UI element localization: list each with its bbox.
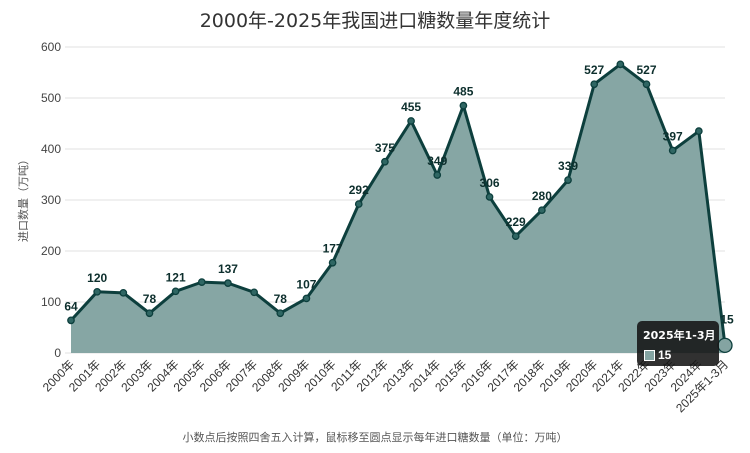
data-point: [119, 288, 128, 297]
data-point: [564, 176, 572, 184]
y-tick-label: 500: [41, 91, 61, 105]
data-label: 485: [453, 85, 473, 99]
data-point: [276, 309, 285, 318]
data-point: [642, 80, 651, 89]
data-label: 306: [480, 176, 500, 190]
data-point: [93, 287, 102, 296]
data-label: 455: [401, 100, 421, 114]
data-point: [694, 127, 703, 135]
y-tick-label: 100: [41, 295, 61, 309]
data-point: [616, 60, 625, 69]
data-label: 527: [584, 63, 604, 77]
tooltip: 2025年1-3月 15: [637, 321, 719, 366]
data-point: [67, 316, 75, 325]
tooltip-value: 15: [658, 348, 672, 362]
data-point: [354, 200, 363, 208]
data-label: 292: [349, 183, 369, 197]
data-point: [171, 287, 180, 296]
data-point: [538, 206, 546, 215]
data-point: [250, 288, 258, 297]
data-point: [145, 309, 154, 318]
data-point: [224, 279, 232, 287]
y-tick-label: 0: [54, 346, 61, 360]
tooltip-title: 2025年1-3月: [643, 329, 716, 342]
data-label: 349: [427, 154, 447, 168]
data-point: [407, 117, 415, 125]
data-label: 78: [274, 292, 288, 306]
data-point: [485, 193, 494, 201]
tooltip-swatch: [644, 350, 655, 361]
data-label: 527: [637, 63, 657, 77]
data-point: [717, 337, 733, 354]
data-label: 121: [166, 270, 186, 284]
data-label: 78: [143, 292, 157, 306]
y-tick-label: 200: [41, 244, 61, 258]
series-line: [69, 62, 727, 346]
data-point: [459, 101, 468, 110]
data-label: 120: [87, 271, 107, 285]
data-label: 15: [720, 312, 734, 326]
area-fill: [71, 64, 725, 353]
data-point: [197, 278, 206, 286]
data-label: 177: [323, 242, 343, 256]
data-point: [328, 258, 337, 267]
data-point: [590, 80, 599, 89]
data-point: [511, 232, 520, 241]
data-label: 375: [375, 141, 395, 155]
data-label: 229: [506, 215, 526, 229]
y-tick-label: 400: [41, 142, 61, 156]
data-label: 137: [218, 262, 238, 276]
chart-title: 2000年-2025年我国进口糖数量年度统计: [199, 10, 551, 32]
chart-footnote: 小数点后按照四舍五入计算，鼠标移至圆点显示每年进口糖数量（单位：万吨）: [182, 431, 568, 444]
y-tick-label: 300: [41, 193, 61, 207]
data-label: 64: [64, 299, 78, 313]
data-point: [381, 157, 389, 166]
data-point: [433, 171, 442, 179]
data-label: 397: [663, 130, 683, 144]
y-tick-label: 600: [41, 40, 61, 54]
data-point: [302, 294, 311, 303]
data-label: 339: [558, 159, 578, 173]
y-axis-label: 进口数量（万吨）: [17, 154, 30, 242]
data-label: 280: [532, 189, 552, 203]
data-point: [668, 146, 677, 155]
data-label: 107: [296, 277, 316, 291]
